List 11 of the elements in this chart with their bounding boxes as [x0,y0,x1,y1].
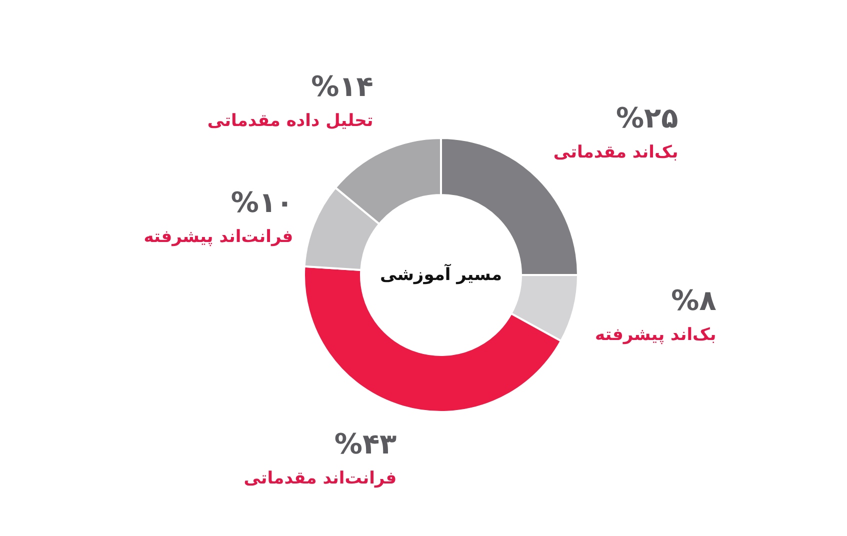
text: مسیر آموزشی [380,263,502,285]
slice-label: بک‌اند پیشرفته [595,325,716,346]
slice-label: تحلیل داده مقدماتی [207,111,374,132]
slice-label: فرانت‌اند پیشرفته [144,226,294,247]
data-label: %۱۰ [230,186,294,219]
data-label: %۴۳ [334,428,397,461]
data-label: %۱۴ [311,70,374,104]
slice-label: فرانت‌اند مقدماتی [244,468,397,489]
data-label: %۸ [671,284,716,318]
data-label: %۲۵ [616,102,678,135]
slice-label: بک‌اند مقدماتی [553,142,678,163]
